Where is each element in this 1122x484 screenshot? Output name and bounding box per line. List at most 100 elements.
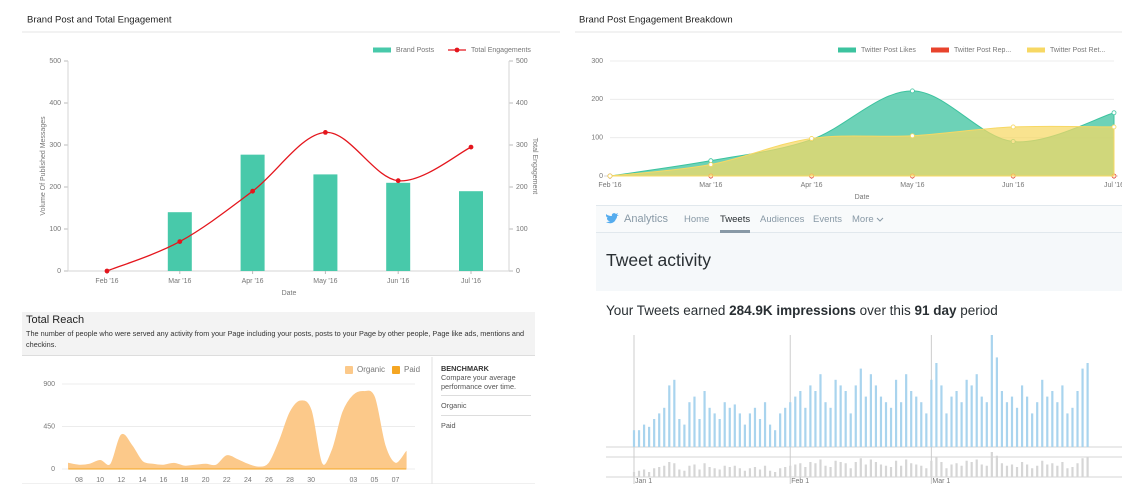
bar (975, 374, 978, 447)
y-tick-label: 0 (57, 268, 61, 275)
nav-item[interactable]: Events (813, 214, 843, 225)
bar (844, 391, 847, 447)
bar (975, 459, 978, 477)
legend-label: Paid (404, 365, 420, 374)
bar (824, 402, 827, 447)
x-tick-label: May '16 (313, 278, 337, 285)
nav-item[interactable]: More (852, 214, 874, 225)
x-tick-label: 16 (160, 477, 168, 484)
bar (824, 465, 827, 477)
bar (955, 463, 958, 477)
legend-label: Organic (357, 365, 385, 374)
bar (637, 470, 641, 477)
bar (1056, 465, 1059, 477)
y-tick-label: 450 (43, 423, 55, 430)
y-tick-label: 100 (591, 135, 603, 142)
summary-text: period (956, 303, 998, 318)
y-tick-label: 200 (49, 184, 61, 191)
bar (854, 385, 857, 447)
bar (768, 424, 772, 447)
bar (753, 467, 757, 477)
bar (920, 402, 923, 447)
x-tick-label: Mar '16 (168, 278, 191, 285)
bar (668, 385, 671, 447)
bar (738, 413, 741, 447)
y-tick-label: 900 (43, 381, 55, 388)
bar (869, 459, 872, 477)
y-tick-label: 0 (599, 173, 603, 180)
bar (688, 465, 691, 477)
bar (854, 462, 857, 477)
x-tick-label: Jun '16 (387, 278, 409, 285)
bar (1066, 413, 1069, 447)
point (468, 144, 474, 150)
legend-label: Twitter Post Ret... (1050, 47, 1105, 54)
bar (900, 402, 903, 447)
bar (688, 402, 691, 447)
nav-item-active[interactable]: Tweets (720, 214, 751, 233)
bar (1010, 464, 1014, 477)
y2-tick-label: 200 (516, 184, 528, 191)
bar (748, 413, 752, 447)
bar (658, 413, 661, 447)
bar (693, 396, 696, 447)
bar (920, 465, 923, 477)
benchmark-item[interactable]: Organic (441, 395, 531, 415)
bar (779, 413, 782, 447)
bar (950, 464, 953, 477)
bar (678, 469, 681, 477)
bar (743, 424, 746, 447)
x-tick-label: 18 (181, 477, 189, 484)
bar (663, 465, 666, 477)
bar (642, 469, 646, 477)
x-axis-label: Date (855, 194, 870, 201)
legend-swatch (931, 47, 949, 53)
point (177, 239, 183, 245)
bar (799, 463, 802, 477)
bar (1046, 396, 1049, 447)
x-tick-label: Apr '16 (242, 278, 264, 285)
y-axis-label: Volume Of Published Messages (40, 116, 47, 216)
bar (1026, 396, 1029, 447)
bar (743, 470, 746, 477)
bar (738, 468, 741, 477)
point (1111, 124, 1117, 130)
summary: Your Tweets earned 284.9K impressions ov… (606, 303, 998, 318)
bar (648, 426, 651, 447)
y2-tick-label: 300 (516, 142, 528, 149)
bar (849, 468, 852, 477)
y-tick-label: 300 (49, 142, 61, 149)
bar (758, 419, 762, 447)
bar (693, 464, 696, 477)
nav-item[interactable]: Home (684, 214, 710, 225)
bar (718, 469, 721, 477)
bar (768, 470, 772, 477)
y2-axis-label: Total Engagement (531, 138, 538, 194)
bar (940, 462, 943, 477)
bar (794, 396, 797, 447)
bar (683, 470, 686, 477)
point (708, 162, 714, 167)
bar (839, 462, 842, 477)
bar (713, 468, 716, 477)
bar (945, 468, 948, 477)
y-tick-label: 300 (591, 58, 603, 65)
benchmark-item[interactable]: Paid (441, 415, 531, 435)
bar (1051, 391, 1054, 447)
bar (1086, 457, 1089, 477)
x-tick-label: Mar '16 (699, 182, 722, 189)
bar (814, 463, 817, 477)
nav-bar: Analytics Home Tweets Audiences Events M… (596, 206, 1122, 233)
bar (733, 465, 736, 477)
heading: Tweet activity (606, 250, 712, 270)
nav-item[interactable]: Audiences (760, 214, 805, 225)
brand[interactable]: Analytics (624, 213, 669, 225)
y-tick-label: 400 (49, 100, 61, 107)
y2-tick-label: 0 (516, 268, 520, 275)
bar (884, 465, 888, 477)
bar (1076, 463, 1079, 477)
bar (728, 407, 731, 447)
chart-title: Brand Post and Total Engagement (27, 15, 172, 26)
bar (849, 413, 852, 447)
